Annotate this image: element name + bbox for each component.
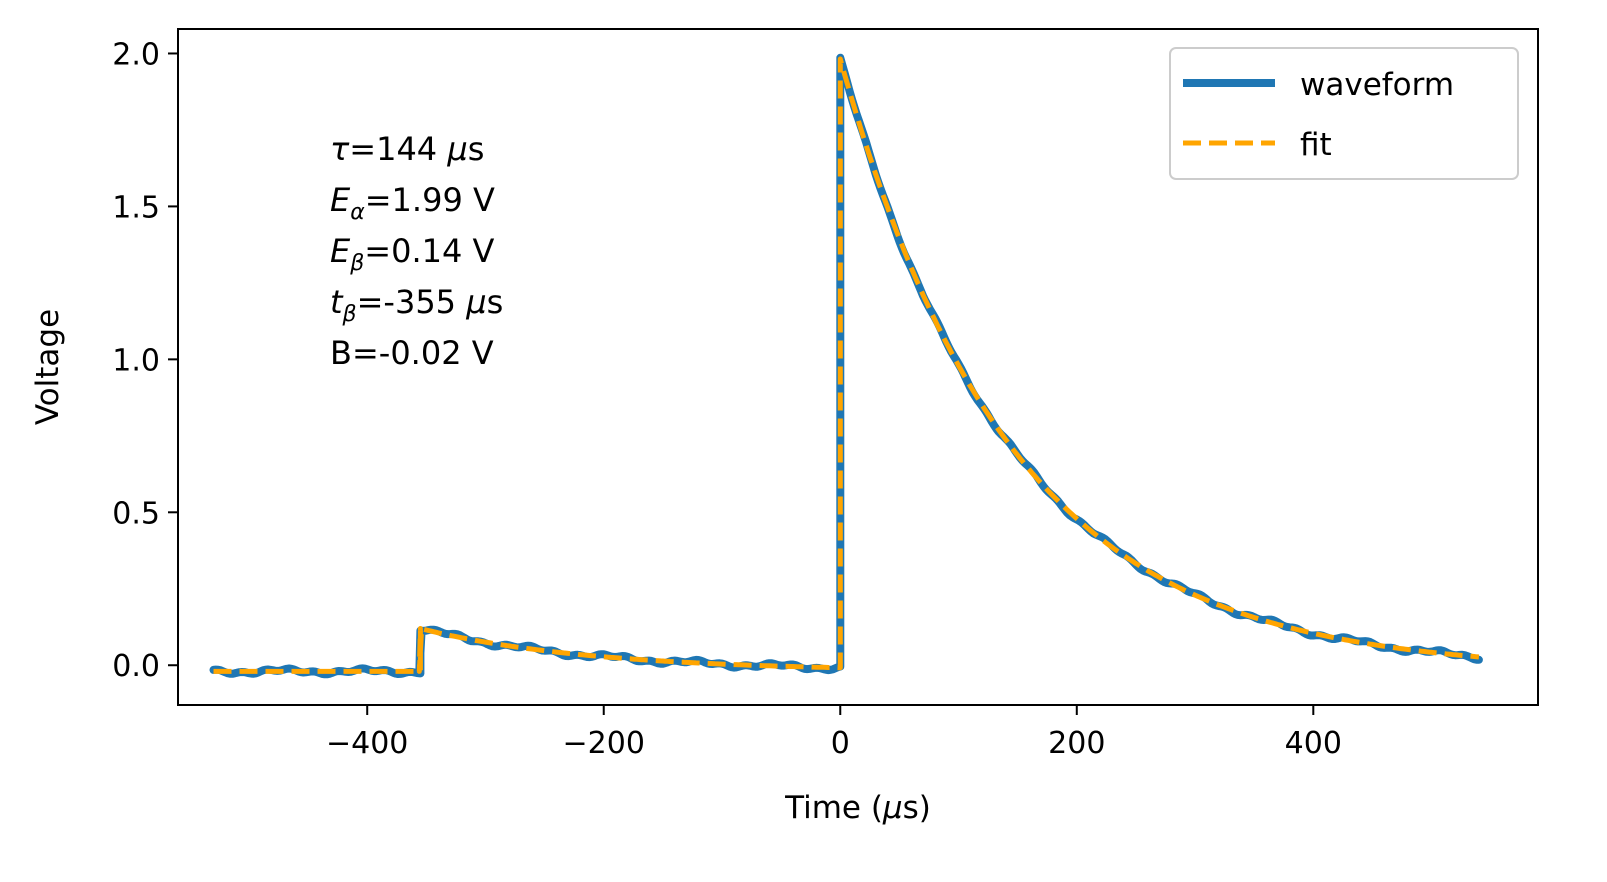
x-tick-label: −400	[326, 726, 408, 761]
y-tick-label: 2.0	[112, 37, 160, 72]
y-axis-label: Voltage	[30, 309, 66, 425]
annotation-e-beta: Eβ=0.14 V	[330, 232, 495, 276]
y-tick-label: 1.5	[112, 190, 160, 225]
x-tick-label: 200	[1048, 726, 1105, 761]
x-axis-label: Time (μs)	[784, 790, 931, 826]
y-tick-label: 1.0	[112, 343, 160, 378]
x-tick-label: 400	[1285, 726, 1342, 761]
series-fit-line	[213, 56, 1480, 674]
annotation-t-beta: tβ=-355 μs	[330, 283, 503, 327]
axes-frame	[177, 28, 1539, 706]
annotation-b: B=-0.02 V	[330, 334, 494, 372]
x-tick-label: −200	[563, 726, 645, 761]
annotation-e-alpha: Eα=1.99 V	[330, 181, 495, 225]
annotation-tau: τ=144 μs	[330, 130, 484, 168]
y-tick-label: 0.0	[112, 649, 160, 684]
legend[interactable]: waveform fit	[1169, 47, 1519, 180]
y-tick-label: 0.5	[112, 496, 160, 531]
legend-fit-label: fit	[1300, 127, 1332, 163]
axis-ticks: −400 −200 0 200 400 0.0 0.5 1.0 1.5 2.0	[112, 37, 1342, 761]
legend-waveform-label: waveform	[1300, 67, 1454, 103]
fit-parameters-annotation: τ=144 μs Eα=1.99 V Eβ=0.14 V tβ=-355 μs B=-0…	[330, 130, 503, 372]
x-tick-label: 0	[831, 726, 850, 761]
plot-area	[209, 53, 1483, 679]
